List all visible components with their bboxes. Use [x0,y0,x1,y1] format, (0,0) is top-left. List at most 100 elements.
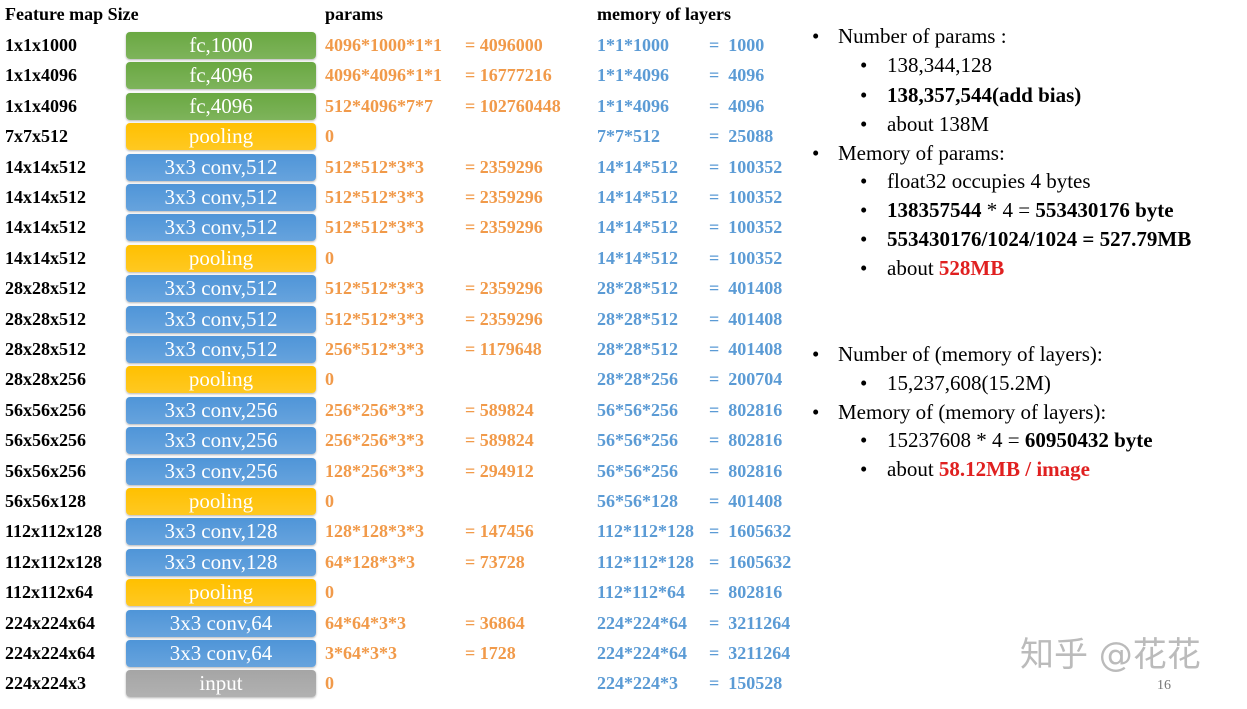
params-value: 4096*4096*1*1 = 16777216 [325,65,552,86]
memory-value: 224*224*3 = 150528 [597,673,783,694]
feature-map-size: 1x1x4096 [5,95,77,116]
feature-map-size: 14x14x512 [5,156,86,177]
table-row: 112x112x128 3x3 conv,128 128*128*3*3 = 1474… [0,517,800,547]
memory-value: 14*14*512 = 100352 [597,187,783,207]
table-row: 1x1x1000 fc,1000 4096*1000*1*1 = 4096000 1*1… [0,31,800,61]
table-row: 14x14x512 3x3 conv,512 512*512*3*3 = 235929… [0,183,800,213]
layer-block-conv: 3x3 conv,256 [126,457,316,485]
params-value: 64*64*3*3 = 36864 [325,612,525,633]
feature-map-size: 56x56x256 [5,430,86,451]
page-number: 16 [1157,678,1171,693]
params-value: 512*512*3*3 = 2359296 [325,217,543,238]
table-row: 14x14x512 pooling 0 14*14*512 = 100352 [0,244,800,274]
feature-map-size: 1x1x4096 [5,65,77,86]
watermark: 知乎 @花花 [1020,635,1201,675]
feature-map-size: 112x112x128 [5,551,103,572]
header-params: params [325,4,383,24]
memory-value: 28*28*512 = 401408 [597,339,783,359]
feature-map-size: 56x56x256 [5,460,86,481]
params-value: 512*512*3*3 = 2359296 [325,308,543,329]
feature-map-size: 7x7x512 [5,126,68,147]
params-value: 64*128*3*3 = 73728 [325,551,525,572]
memory-value: 1*1*4096 = 4096 [597,65,765,86]
feature-map-size: 14x14x512 [5,187,86,207]
layer-block-conv: 3x3 conv,512 [126,275,316,303]
params-value: 512*4096*7*7 = 102760448 [325,95,561,116]
params-value: 0 [325,673,334,694]
memory-value: 7*7*512 = 25088 [597,126,774,147]
layer-block-fc: fc,1000 [126,32,316,59]
params-value: 256*256*3*3 = 589824 [325,430,534,451]
memory-value: 112*112*64 = 802816 [597,582,783,603]
memory-value: 28*28*512 = 401408 [597,308,783,329]
table-row: 28x28x512 3x3 conv,512 512*512*3*3 = 235929… [0,274,800,304]
layer-block-pooling: pooling [126,579,316,607]
layer-block-pooling: pooling [126,123,316,151]
sub-bullet: • 15237608 * 4 = 60950432 byte [860,428,1153,452]
feature-map-size: 28x28x512 [5,308,86,329]
layer-block-conv: 3x3 conv,256 [126,427,316,455]
sub-bullet: • 15,237,608(15.2M) [860,371,1051,395]
feature-map-size: 224x224x3 [5,673,86,694]
params-value: 512*512*3*3 = 2359296 [325,156,543,177]
sub-bullet: • 138,344,128 [860,53,992,77]
bullet: • Number of (memory of layers): [812,342,1103,366]
memory-value: 28*28*512 = 401408 [597,278,783,299]
layer-block-conv: 3x3 conv,512 [126,153,316,181]
feature-map-size: 56x56x128 [5,491,86,511]
table-row: 14x14x512 3x3 conv,512 512*512*3*3 = 235929… [0,213,800,243]
layer-block-pooling: pooling [126,488,316,515]
memory-value: 112*112*128 = 1605632 [597,521,792,542]
memory-value: 224*224*64 = 3211264 [597,612,791,633]
layer-block-conv: 3x3 conv,512 [126,214,316,242]
feature-map-size: 14x14x512 [5,247,86,268]
layer-block-conv: 3x3 conv,128 [126,518,316,546]
memory-value: 56*56*128 = 401408 [597,491,783,511]
params-value: 512*512*3*3 = 2359296 [325,278,543,299]
bullet-text: Number of (memory of layers): [838,342,1103,366]
bullet-text: Memory of params: [838,141,1005,165]
table-row: 28x28x512 3x3 conv,512 512*512*3*3 = 235929… [0,305,800,335]
bullet-text: 138,357,544(add bias) [887,83,1082,107]
sub-bullet: • 138,357,544(add bias) [860,83,1082,107]
table-row: 112x112x64 pooling 0 112*112*64 = 802816 [0,578,800,608]
sub-bullet: • 553430176/1024/1024 = 527.79MB [860,227,1192,251]
params-value: 0 [325,582,334,603]
memory-value: 56*56*256 = 802816 [597,430,783,451]
feature-map-size: 28x28x512 [5,278,86,299]
bullet-text: about 528MB [887,256,1005,280]
table-row: 14x14x512 3x3 conv,512 512*512*3*3 = 235929… [0,153,800,183]
layer-block-conv: 3x3 conv,512 [126,305,316,333]
feature-map-size: 112x112x64 [5,582,94,603]
params-value: 0 [325,126,334,147]
table-row: 56x56x256 3x3 conv,256 256*256*3*3 = 589824… [0,426,800,456]
params-value: 256*512*3*3 = 1179648 [325,339,542,359]
bullet: • Memory of params: [812,141,1005,165]
memory-value: 1*1*1000 = 1000 [597,35,765,55]
memory-value: 28*28*256 = 200704 [597,369,783,390]
table-row: 224x224x64 3x3 conv,64 64*64*3*3 = 36864 224… [0,609,800,639]
memory-value: 1*1*4096 = 4096 [597,95,765,116]
bullet-text: float32 occupies 4 bytes [887,169,1091,193]
params-value: 512*512*3*3 = 2359296 [325,187,543,207]
feature-map-size: 28x28x256 [5,369,86,390]
table-row: 1x1x4096 fc,4096 4096*4096*1*1 = 16777216 1*… [0,61,800,91]
feature-map-size: 28x28x512 [5,339,86,359]
header-memory: memory of layers [597,4,731,24]
params-value: 256*256*3*3 = 589824 [325,399,534,420]
params-value: 0 [325,491,334,511]
layer-block-fc: fc,4096 [126,62,316,90]
layer-block-conv: 3x3 conv,512 [126,184,316,211]
memory-value: 14*14*512 = 100352 [597,156,783,177]
bullet-text: 15,237,608(15.2M) [887,371,1051,395]
memory-value: 14*14*512 = 100352 [597,247,783,268]
header-feature-map-size: Feature map Size [5,4,139,24]
sub-bullet: • about 138M [860,112,990,136]
bullet-text: 138357544 * 4 = 553430176 byte [887,198,1174,222]
table-row: 56x56x256 3x3 conv,256 256*256*3*3 = 589824… [0,396,800,426]
bullet-text: 553430176/1024/1024 = 527.79MB [887,227,1192,251]
table-row: 7x7x512 pooling 0 7*7*512 = 25088 [0,122,800,152]
memory-value: 56*56*256 = 802816 [597,399,783,420]
sub-bullet: • 138357544 * 4 = 553430176 byte [860,198,1174,222]
